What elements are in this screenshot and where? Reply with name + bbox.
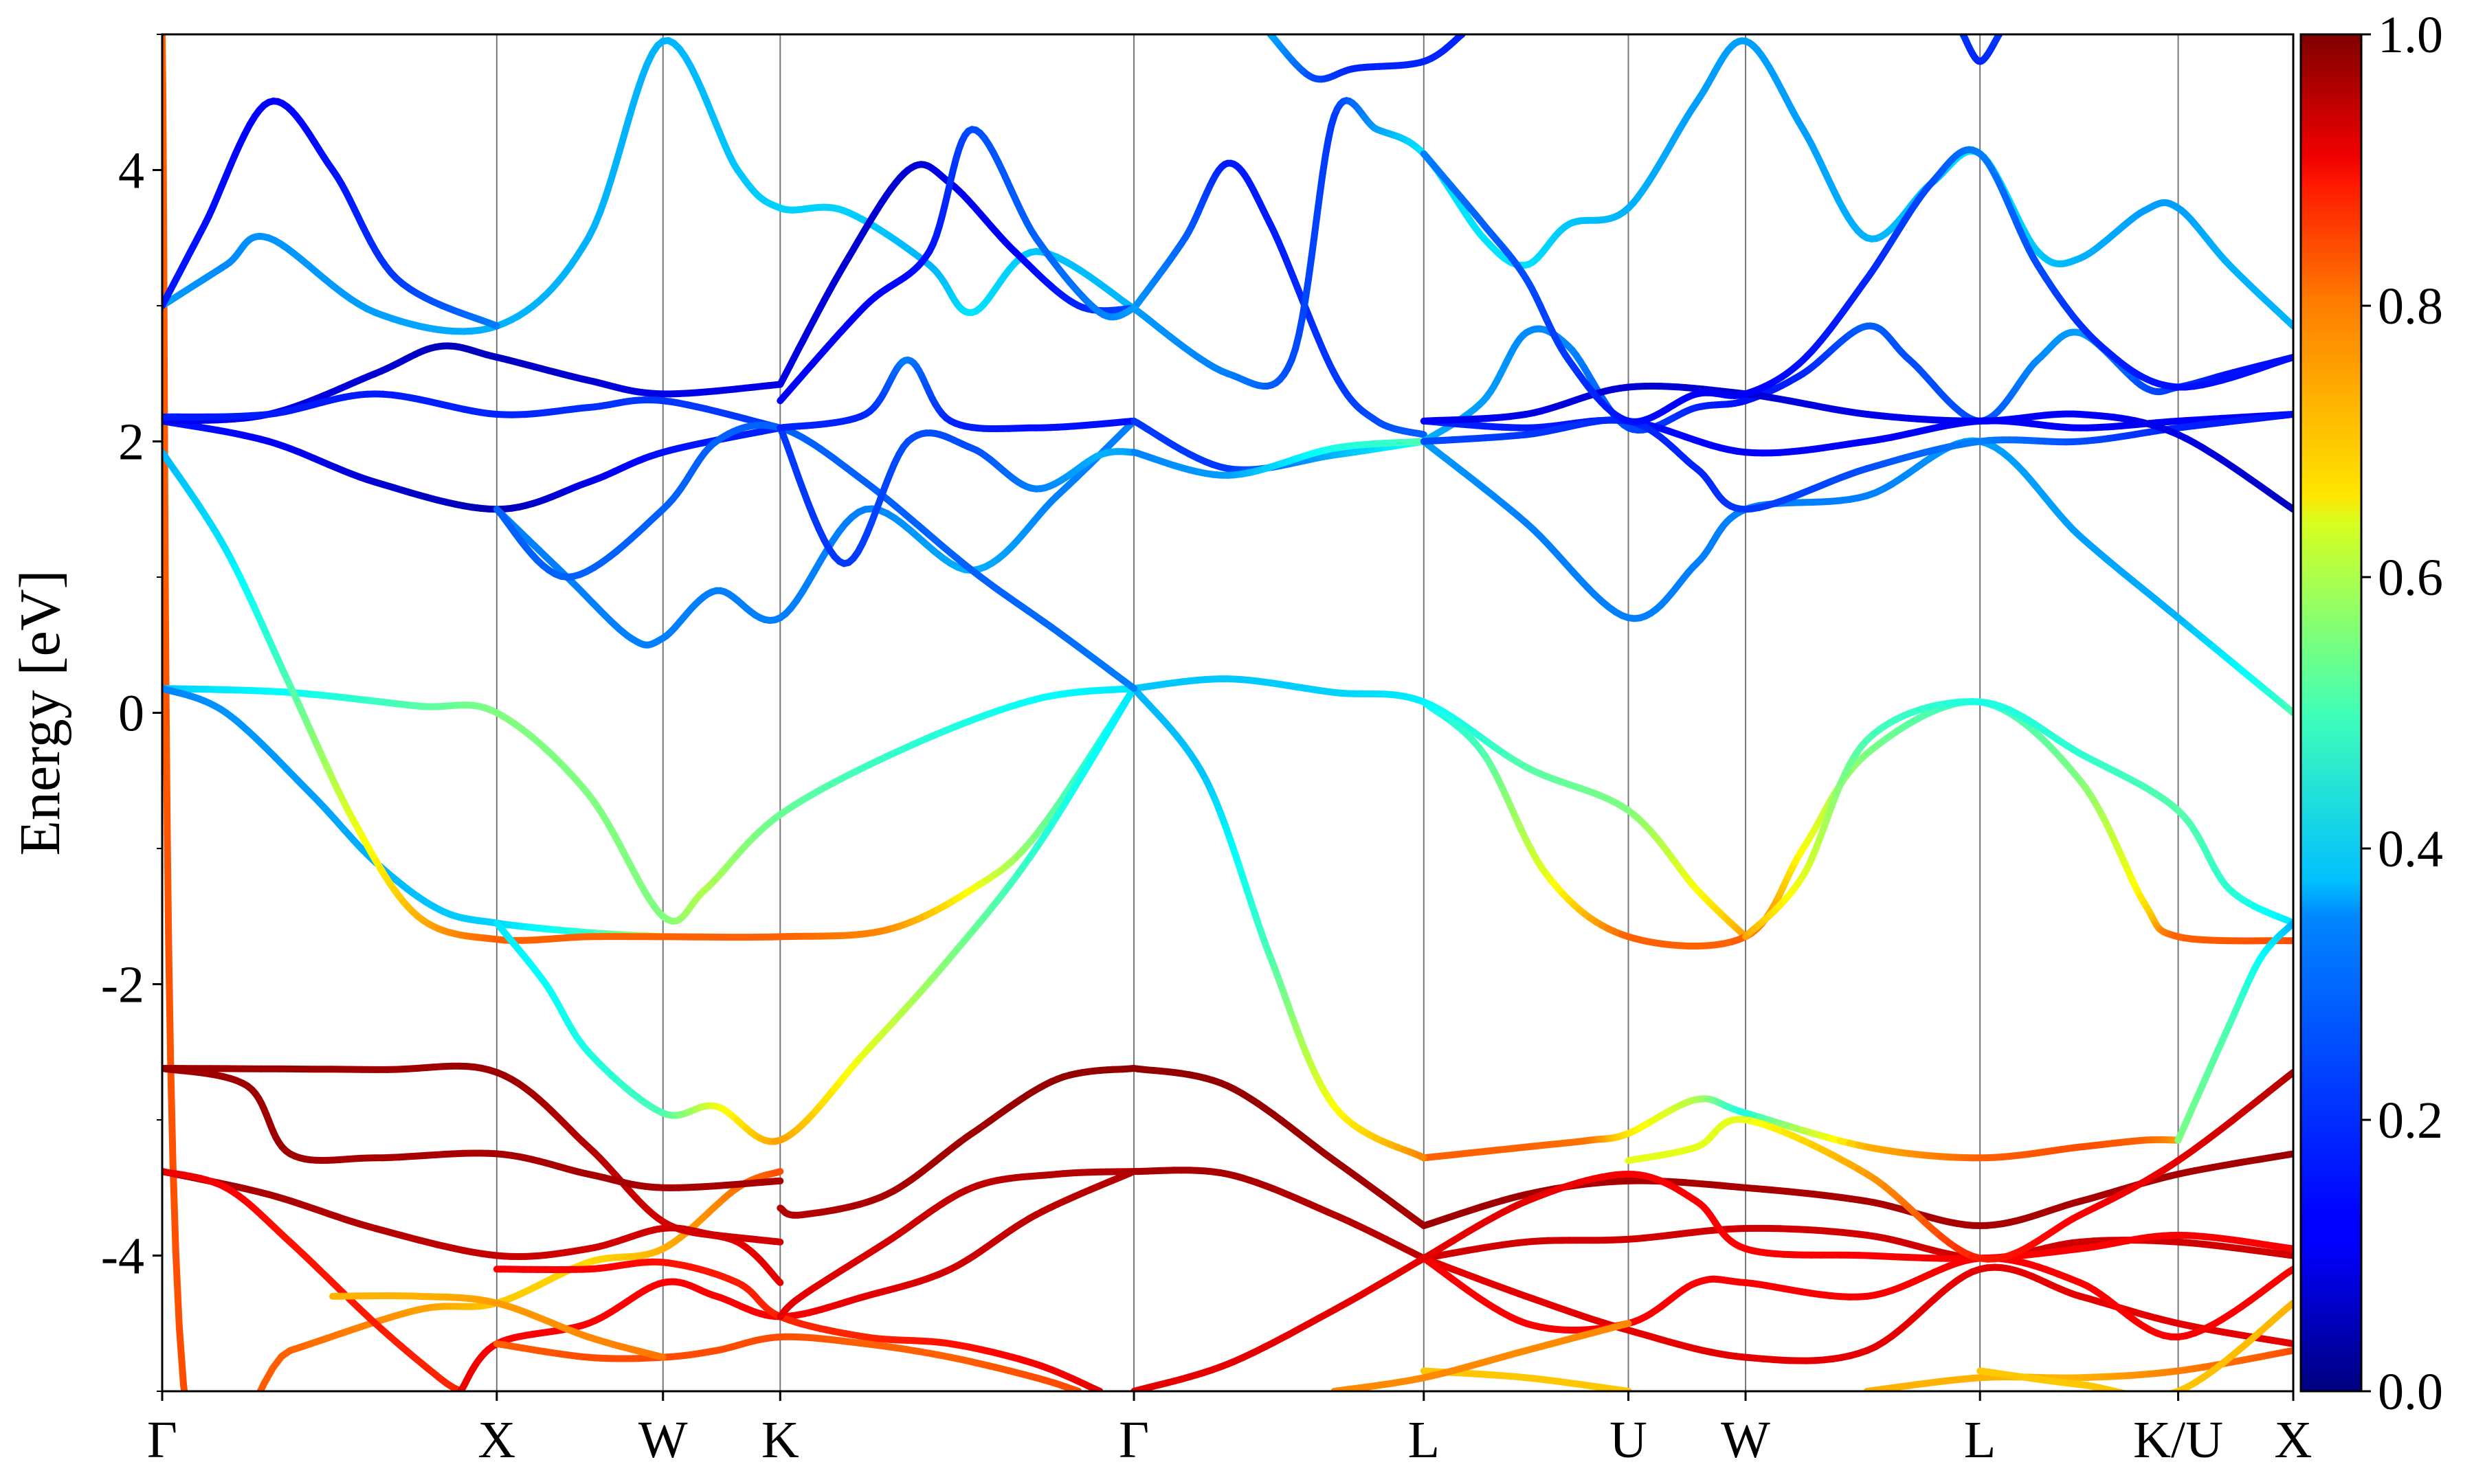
band-44 (777, 126, 1138, 405)
band-0-segment (167, 1057, 177, 1166)
band-4 (162, 1065, 784, 1191)
band-2-segment (774, 1238, 784, 1246)
band-22-segment (1620, 1320, 1632, 1328)
band-19 (1420, 1095, 2182, 1162)
band-0-segment (162, 708, 171, 835)
band-34 (162, 417, 784, 513)
band-0 (162, 34, 784, 1476)
band-24-segment (2165, 1390, 2174, 1391)
band-2 (162, 1168, 784, 1260)
band-39 (493, 417, 1138, 649)
band-21 (1420, 1367, 1632, 1391)
band-13 (1130, 1255, 1427, 1391)
band-22 (1330, 1320, 1632, 1391)
band-48-segment (1311, 211, 1321, 240)
band-0-segment (222, 1454, 230, 1467)
band-0-segment (214, 1467, 222, 1474)
band-1 (162, 1062, 784, 1286)
band-0-segment (230, 1438, 238, 1454)
band-43 (777, 357, 1138, 432)
band-24-segment (2128, 1394, 2135, 1395)
band-45 (1130, 159, 1427, 438)
band-28 (493, 684, 1138, 1145)
band-48-segment (1305, 254, 1315, 283)
band-31 (1420, 698, 2293, 949)
band-40 (493, 421, 1138, 692)
band-50 (1420, 411, 2293, 457)
band-38 (162, 98, 500, 330)
band-20 (1625, 1068, 2293, 1263)
band-38-segment (489, 321, 500, 330)
band-0-segment (162, 470, 169, 595)
band-24 (1976, 1299, 2293, 1396)
band-40-segment (1127, 682, 1138, 692)
band-6 (493, 1258, 1104, 1391)
band-8 (329, 1292, 667, 1361)
band-10 (777, 1168, 1138, 1320)
band-lines (162, 34, 2293, 1476)
band-17 (1420, 1255, 2293, 1340)
band-0-segment (188, 1425, 194, 1452)
band-29 (1130, 675, 1749, 941)
band-24-segment (2135, 1395, 2142, 1396)
band-45-segment (1418, 430, 1427, 438)
band-3 (162, 1168, 465, 1391)
band-37 (162, 37, 1138, 335)
band-0-segment (201, 1469, 208, 1476)
band-26 (162, 684, 667, 941)
band-36 (162, 390, 784, 431)
band-48 (1130, 37, 2293, 390)
band-16 (1420, 1255, 2293, 1364)
band-25 (162, 684, 1138, 925)
band-1-segment (774, 1277, 784, 1286)
band-7 (493, 1333, 1082, 1391)
band-33 (2174, 919, 2293, 1144)
band-30 (1130, 684, 1427, 1162)
band-0-segment (247, 1401, 256, 1419)
band-0-segment (238, 1420, 247, 1439)
band-0-segment (164, 828, 172, 953)
band-0-segment (175, 1324, 187, 1389)
band-48-segment (1308, 232, 1318, 262)
band-41 (777, 424, 1138, 567)
band-0-segment (165, 945, 175, 1064)
band-24-segment (2118, 1389, 2130, 1391)
band-0-segment (169, 1158, 179, 1256)
band-8-segment (656, 1353, 667, 1361)
band-12 (1130, 1065, 1427, 1229)
band-30-segment (1416, 1152, 1427, 1162)
band-5 (457, 1168, 1138, 1391)
band-0-segment (194, 1452, 200, 1469)
band-11 (1130, 1167, 1427, 1262)
band-0-segment (207, 1475, 214, 1476)
band-24-segment (2156, 1395, 2163, 1396)
band-48-segment (1313, 190, 1324, 218)
band-0-segment (774, 1168, 784, 1176)
band-0-segment (172, 1248, 183, 1331)
band-47 (1130, 438, 1427, 479)
band-32 (1742, 698, 2293, 941)
band-9 (777, 1065, 1138, 1219)
high-symmetry-lines (495, 34, 2179, 1391)
